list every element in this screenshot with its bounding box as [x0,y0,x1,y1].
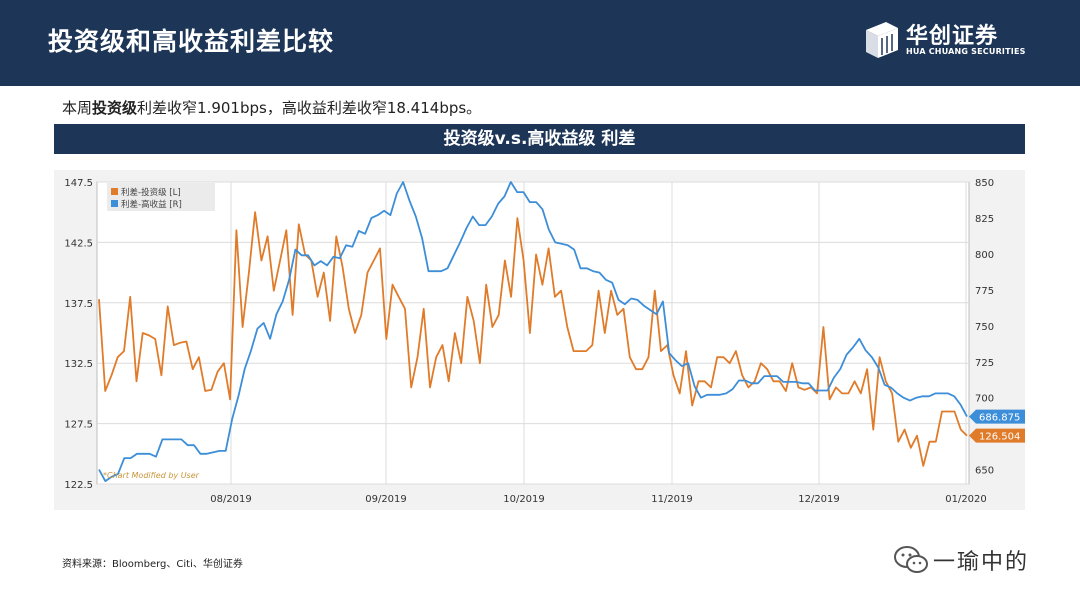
y-right-tick-label: 775 [975,286,994,297]
summary-prefix: 本周 [62,99,93,117]
legend-swatch-high-yield [111,200,118,207]
header-bar: 投资级和高收益利差比较 华创证券 HUA CHUANG SECURITIES [0,0,1080,86]
x-tick-label: 12/2019 [798,494,840,505]
logo-mark-icon [866,22,898,58]
wechat-watermark: 一瑜中的 [893,540,1053,580]
y-right-tick-label: 850 [975,178,994,189]
y-right-tick-label: 725 [975,358,994,369]
y-right-tick-label: 700 [975,394,994,405]
summary-bold: 投资级 [92,99,138,117]
y-left-tick-label: 132.5 [64,359,93,370]
y-right-tick-label: 825 [975,214,994,225]
page-title: 投资级和高收益利差比较 [48,27,335,56]
legend-label-high-yield: 利差-高收益 [R] [121,199,182,210]
wechat-icon [894,546,928,573]
last-value-high-yield: 686.875 [979,413,1020,424]
y-right-tick-label: 750 [975,322,994,333]
y-left-tick-label: 147.5 [64,178,93,189]
x-tick-label: 01/2020 [945,494,987,505]
logo-text-en: HUA CHUANG SECURITIES [906,47,1026,56]
company-logo: 华创证券 HUA CHUANG SECURITIES [862,20,1025,64]
chart-frame: 147.5 142.5 137.5 132.5 127.5 122.5 850 825 800 7… [54,170,1025,510]
legend-label-investment-grade: 利差-投资级 [L] [121,187,181,198]
x-tick-label: 11/2019 [651,494,693,505]
x-tick-label: 09/2019 [365,494,407,505]
spread-chart: 147.5 142.5 137.5 132.5 127.5 122.5 850 825 800 7… [64,178,1025,505]
y-left-tick-label: 122.5 [64,480,93,491]
series-line-high-yield [98,181,968,483]
legend-swatch-investment-grade [111,188,118,195]
chart-modified-note: *Chart Modified by User [103,471,200,480]
last-value-investment-grade: 126.504 [979,432,1020,443]
y-left-tick-label: 127.5 [64,420,93,431]
source-note: 资料来源：Bloomberg、Citi、华创证券 [62,559,243,570]
y-left-tick-label: 142.5 [64,238,93,249]
chart-banner: 投资级v.s.高收益级 利差 [54,124,1025,154]
summary-rest: 利差收窄1.901bps，高收益利差收窄18.414bps。 [137,99,482,117]
summary-text: 本周投资级利差收窄1.901bps，高收益利差收窄18.414bps。 [62,97,481,118]
series-line-investment-grade [98,211,968,467]
watermark-text: 一瑜中的 [933,550,1030,575]
legend-box [107,183,215,211]
last-value-investment-grade-bg [969,428,1025,443]
x-tick-label: 10/2019 [503,494,545,505]
y-left-tick-label: 137.5 [64,299,93,310]
last-value-high-yield-bg [969,409,1025,424]
x-tick-label: 08/2019 [210,494,252,505]
y-right-tick-label: 650 [975,466,994,477]
logo-text-cn: 华创证券 [906,24,999,49]
y-right-tick-label: 800 [975,250,994,261]
